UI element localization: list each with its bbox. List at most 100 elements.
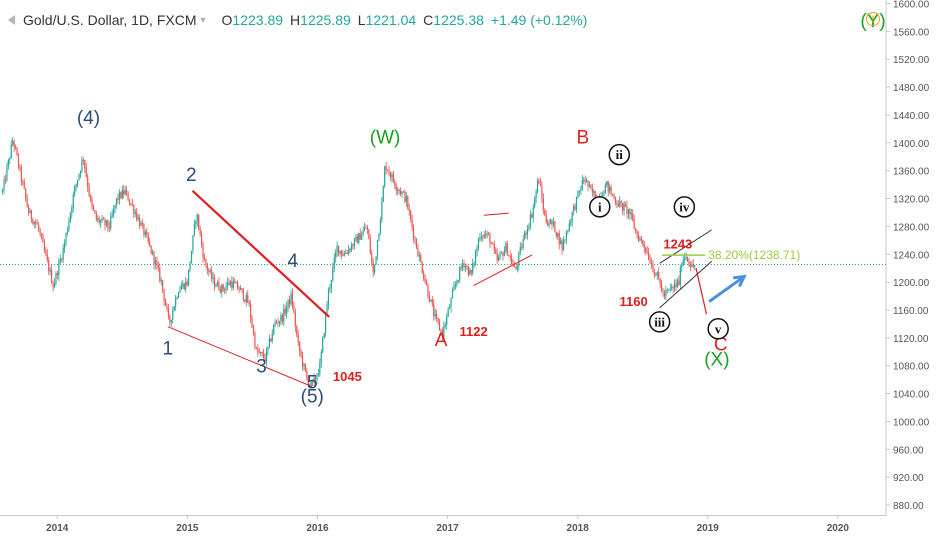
alert-icon[interactable]: ! (866, 12, 880, 26)
candle-body (420, 255, 422, 263)
candle-body (463, 263, 465, 268)
wave-trendline (191, 190, 330, 318)
candle-body (84, 160, 86, 169)
candle-body (381, 201, 383, 221)
candle-body (183, 283, 185, 290)
candle-body (446, 316, 448, 325)
y-tick-label: 1400.00 (893, 139, 930, 150)
candle-body (499, 253, 501, 257)
candle-body (58, 262, 60, 276)
candle-body (580, 189, 582, 191)
high-value: 1225.89 (300, 12, 351, 28)
candle-body (271, 334, 273, 342)
circled-wave-label: ii (616, 147, 624, 162)
candle-body (513, 265, 516, 267)
open-label: O (221, 12, 233, 28)
ohlc-high: H1225.89 (290, 12, 351, 28)
candle-body (630, 213, 632, 215)
candle-body (153, 251, 155, 264)
candle-body (218, 281, 220, 290)
candle-body (273, 325, 275, 335)
candle-body (154, 260, 157, 264)
x-tick-label: 2015 (176, 523, 199, 534)
candle-body (587, 180, 589, 187)
candle-body (610, 187, 612, 195)
candle-body (101, 218, 103, 221)
candle-body (143, 224, 145, 235)
candle-body (229, 281, 232, 286)
candle-body (449, 307, 451, 309)
candle-body (250, 304, 252, 319)
x-tick-label: 2018 (567, 523, 590, 534)
circled-wave-marker (589, 196, 611, 218)
candle-body (53, 283, 56, 288)
candle-body (353, 238, 356, 247)
candle-body (477, 239, 480, 249)
symbol-menu-caret-icon[interactable]: ▾ (200, 14, 206, 26)
candle-body (180, 286, 183, 290)
candle-body (336, 245, 338, 252)
candle-body (642, 240, 644, 245)
candle-body (639, 238, 641, 241)
ohlc-open: O1223.89 (222, 12, 284, 28)
candle-body (541, 185, 543, 199)
high-label: H (290, 12, 301, 28)
candle-body (255, 347, 257, 349)
wave-label: C (714, 334, 728, 355)
circled-wave-marker (673, 196, 696, 218)
candle-body (528, 226, 530, 229)
candle-body (330, 279, 332, 288)
candle-body (440, 330, 442, 332)
candle-body (140, 222, 142, 227)
candle-body (254, 333, 256, 348)
candle-body (35, 221, 37, 224)
candle-body (521, 247, 523, 249)
candle-body (283, 308, 285, 322)
candle-body (434, 313, 436, 317)
candle-body (293, 305, 295, 313)
candle-body (624, 203, 627, 207)
y-tick-label: 1280.00 (893, 222, 930, 233)
candle-body (262, 353, 265, 359)
candle-body (669, 288, 671, 290)
candle-body (450, 298, 452, 308)
candle-body (88, 186, 90, 196)
candle-body (666, 290, 668, 292)
candle-body (159, 267, 161, 281)
candle-body (640, 238, 642, 241)
candle-body (237, 282, 239, 289)
circled-wave-marker (707, 318, 729, 340)
candle-body (593, 191, 595, 193)
candle-body (526, 228, 529, 235)
candle-body (209, 270, 211, 272)
candle-body (384, 166, 386, 187)
candle-body (307, 378, 309, 386)
candle-body (296, 326, 298, 335)
candle-body (523, 232, 526, 240)
collapse-legend-icon[interactable] (8, 15, 15, 25)
candle-body (385, 166, 387, 170)
candle-body (574, 206, 576, 210)
wave-trendline (659, 260, 712, 309)
symbol-title[interactable]: Gold/U.S. Dollar, 1D, FXCM (23, 12, 197, 28)
candle-body (411, 218, 413, 228)
candle-body (297, 334, 299, 343)
candle-body (474, 252, 477, 264)
candle-body (294, 312, 296, 327)
candle-body (562, 240, 565, 250)
candle-body (300, 351, 302, 356)
candle-body (555, 232, 557, 237)
candle-body (650, 262, 653, 265)
candle-body (401, 191, 403, 195)
candle-body (685, 256, 687, 259)
candle-body (425, 282, 428, 285)
candle-body (591, 188, 593, 193)
candle-body (578, 190, 580, 192)
candle-body (221, 284, 223, 293)
candle-body (503, 251, 506, 257)
candle-body (623, 203, 625, 211)
candle-body (459, 267, 461, 281)
candle-body (495, 249, 497, 254)
